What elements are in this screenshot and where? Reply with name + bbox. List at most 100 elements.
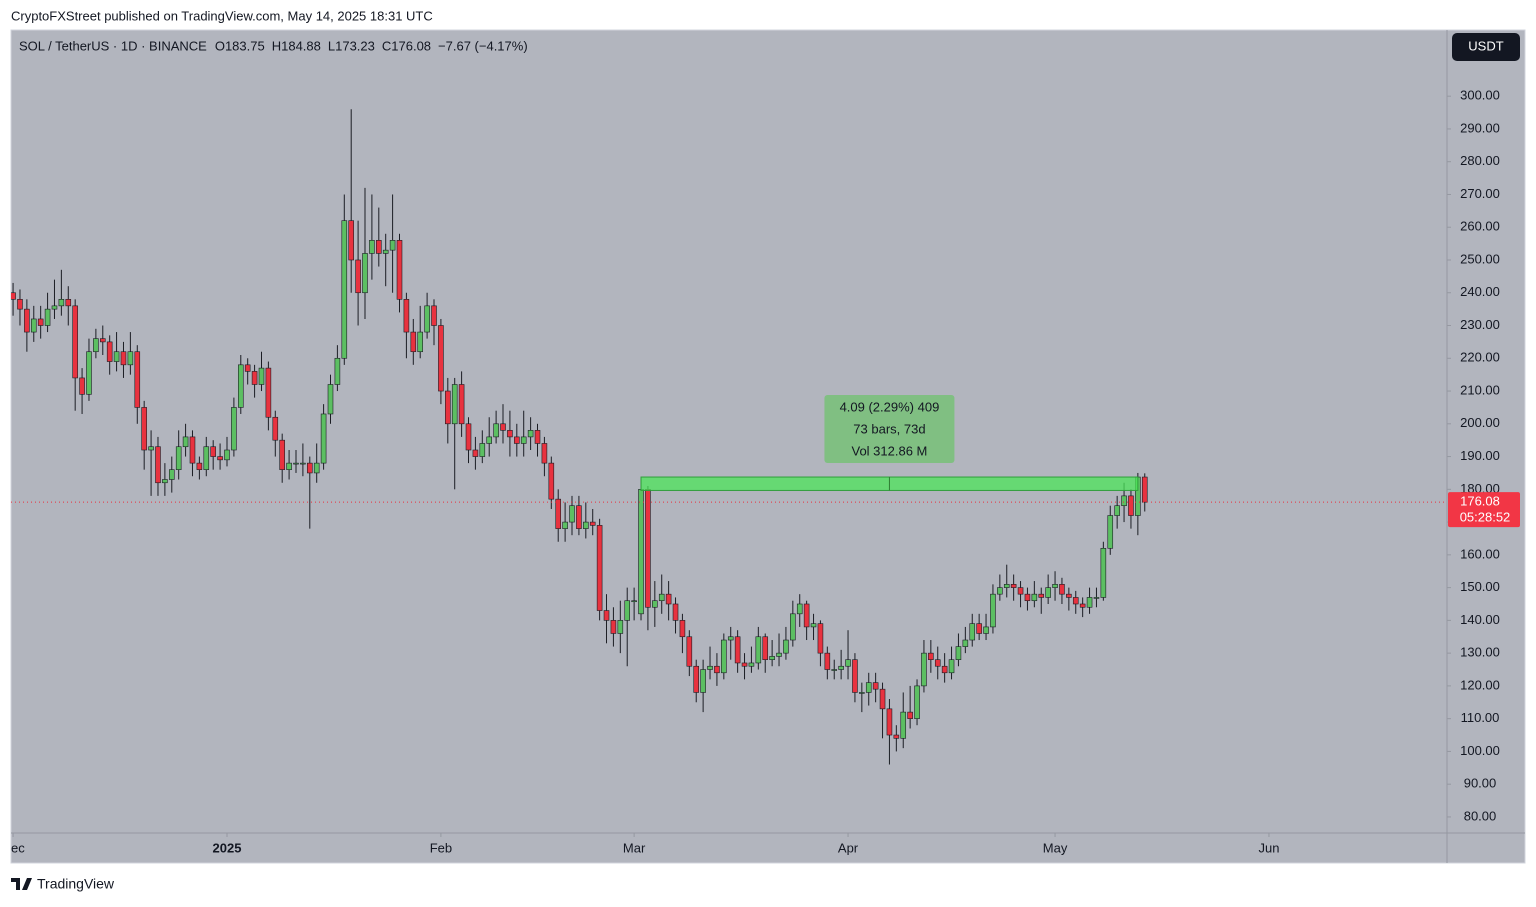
candle-body [548, 462, 555, 500]
y-tick-label: 110.00 [1461, 710, 1500, 725]
footer-logo[interactable]: TradingView [11, 876, 115, 892]
candle-body [99, 338, 106, 343]
candle-body [24, 308, 30, 333]
candle-body [1024, 593, 1031, 602]
y-tick-label: 180.00 [1460, 481, 1500, 496]
candle-body [396, 240, 403, 300]
candle-body [79, 377, 85, 395]
logo-text[interactable]: TradingView [37, 876, 115, 892]
candle-body [210, 446, 216, 457]
candle-body [472, 449, 479, 457]
candle-body [831, 669, 838, 671]
logo-icon[interactable] [11, 878, 32, 890]
candle-body [217, 456, 223, 461]
candle-body [741, 662, 748, 667]
currency-label[interactable]: USDT [1468, 38, 1503, 53]
x-tick-label: Mar [623, 840, 646, 855]
candle-body [652, 600, 658, 608]
y-tick-label: 100.00 [1460, 743, 1500, 758]
candle-body [941, 665, 948, 674]
candle-body [162, 479, 168, 484]
candle-body [11, 292, 16, 300]
candle-body [106, 341, 113, 362]
candle-body [17, 299, 23, 310]
candle-body [72, 305, 78, 379]
y-tick-label: 160.00 [1460, 546, 1500, 561]
candle-body [714, 665, 720, 674]
candle-body [1093, 597, 1100, 599]
candle-body [886, 708, 893, 736]
candle-body [1079, 603, 1086, 608]
candle-body [203, 446, 210, 470]
candle-body [348, 220, 354, 261]
candle-body [1121, 495, 1127, 507]
candle-body [37, 318, 44, 326]
candle-body [307, 462, 313, 474]
y-tick-label: 300.00 [1460, 88, 1500, 103]
candle-body [803, 603, 810, 628]
candle-body [817, 623, 824, 654]
last-price-label: 176.08 [1460, 494, 1500, 509]
candle-body [527, 430, 534, 438]
y-tick-label: 230.00 [1460, 317, 1500, 332]
candle-body [134, 351, 141, 408]
x-tick-label: ec [11, 840, 25, 855]
candle-body [727, 636, 734, 641]
candle-body [859, 692, 865, 694]
candle-body [182, 436, 189, 448]
legend-value: −7.67 (−4.17%) [438, 38, 528, 53]
candle-body [1107, 515, 1114, 549]
currency-button-bg[interactable] [1452, 33, 1520, 61]
candle-body [790, 613, 796, 641]
candle-body [589, 521, 596, 526]
candle-body [93, 338, 99, 353]
candle-body [955, 646, 962, 660]
candle-body [796, 603, 803, 615]
candle-body [327, 384, 334, 415]
candle-body [907, 711, 913, 719]
candle-body [334, 357, 341, 385]
candle-body [1017, 587, 1024, 595]
candle-body [51, 305, 58, 310]
candle-body [369, 240, 375, 254]
candle-body [445, 390, 451, 425]
y-tick-label: 220.00 [1460, 350, 1500, 365]
y-tick-label: 260.00 [1460, 219, 1500, 234]
candle-body [258, 367, 265, 385]
currency-button[interactable]: USDT [1452, 33, 1520, 61]
x-tick-label: May [1043, 840, 1068, 855]
candle-body [362, 253, 368, 294]
candle-body [514, 436, 520, 444]
candle-body [1072, 597, 1079, 605]
chart-frame [10, 29, 1526, 864]
candle-body [672, 603, 679, 621]
y-tick-label: 80.00 [1464, 808, 1497, 823]
candle-body [610, 620, 617, 634]
candle-body [479, 443, 486, 457]
candle-body [645, 489, 651, 608]
candle-body [893, 734, 900, 739]
candle-body [762, 636, 769, 660]
candle-body [389, 240, 396, 251]
candle-body [224, 449, 230, 461]
candle-body [424, 305, 430, 333]
candle-body [934, 659, 941, 667]
candle-body [665, 593, 672, 605]
candle-body [58, 299, 65, 307]
candle-body [755, 636, 762, 664]
candle-body [638, 489, 644, 615]
candle-body [341, 220, 348, 359]
measure-tooltip [824, 395, 955, 464]
x-tick-label: Jun [1258, 840, 1279, 855]
x-tick-label: Feb [430, 840, 452, 855]
candle-body [810, 623, 817, 628]
legend-value: O183.75 [215, 38, 265, 53]
candle-body [265, 367, 272, 418]
plot-area: 4.09 (2.29%) 409 73 bars, 73d Vol 312.86 M [11, 109, 1447, 765]
candle-body [493, 423, 499, 438]
candle-body [631, 600, 637, 603]
candle-body [562, 521, 568, 529]
candle-body [721, 639, 727, 674]
candle-body [990, 593, 996, 628]
